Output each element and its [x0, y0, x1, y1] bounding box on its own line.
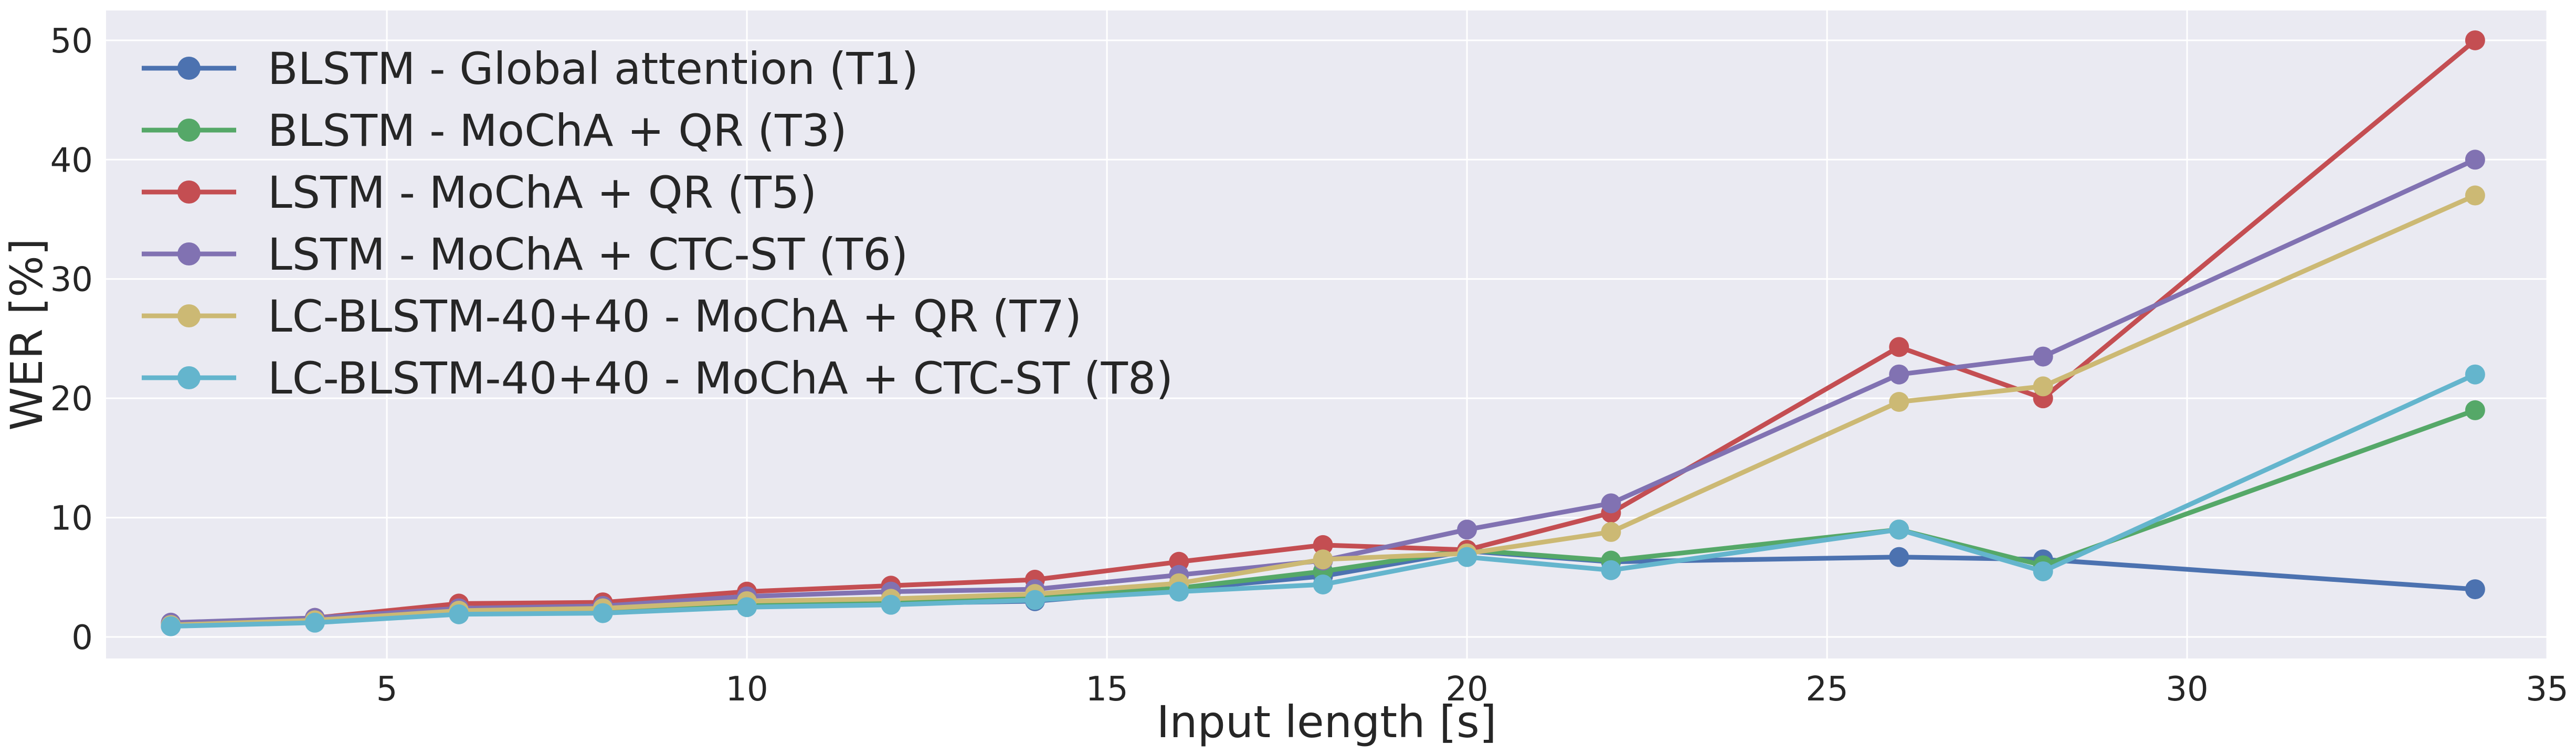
data-point — [1313, 549, 1333, 570]
data-point — [161, 616, 181, 636]
legend-item: LC-BLSTM-40+40 - MoChA + CTC-ST (T8) — [142, 353, 1173, 404]
x-tick-label: 5 — [376, 670, 398, 709]
legend-label: BLSTM - MoChA + QR (T3) — [268, 105, 847, 156]
data-point — [2033, 376, 2053, 397]
data-point — [2465, 30, 2485, 50]
legend-item: LC-BLSTM-40+40 - MoChA + QR (T7) — [142, 291, 1082, 342]
legend-label: LC-BLSTM-40+40 - MoChA + QR (T7) — [268, 291, 1082, 342]
legend-item: LSTM - MoChA + CTC-ST (T6) — [142, 229, 908, 280]
series-line — [171, 38, 2477, 626]
data-point — [1169, 581, 1189, 602]
data-point — [1601, 522, 1621, 542]
series-line — [171, 193, 2476, 628]
data-point — [1601, 493, 1621, 514]
x-tick-label: 30 — [2166, 670, 2208, 709]
data-point — [1889, 392, 1909, 412]
y-axis-label: WER [%] — [1, 238, 52, 431]
x-axis-label: Input length [s] — [1157, 696, 1497, 748]
y-tick-label: 0 — [71, 619, 93, 657]
series-line — [171, 157, 2476, 625]
legend-item: LSTM - MoChA + QR (T5) — [142, 167, 817, 218]
x-tick-label: 35 — [2526, 670, 2568, 709]
y-tick-label: 30 — [50, 261, 93, 300]
data-point — [2465, 150, 2485, 170]
legend-label: LSTM - MoChA + CTC-ST (T6) — [268, 229, 908, 280]
data-point — [304, 612, 325, 633]
x-tick-label: 10 — [725, 670, 768, 709]
data-point — [593, 603, 613, 623]
x-tick-label: 15 — [1085, 670, 1128, 709]
data-point — [2465, 579, 2485, 600]
data-point — [881, 594, 901, 615]
data-point — [1889, 337, 1909, 357]
data-point — [1889, 519, 1909, 540]
legend-marker — [177, 242, 200, 265]
data-point — [1313, 535, 1333, 555]
legend-label: LSTM - MoChA + QR (T5) — [268, 167, 817, 218]
y-tick-label: 40 — [50, 141, 93, 180]
y-tick-label: 10 — [50, 499, 93, 538]
data-point — [1025, 590, 1045, 610]
data-point — [1457, 519, 1477, 540]
grid-lines — [106, 10, 2548, 658]
y-tick-label: 20 — [50, 380, 93, 419]
legend-marker — [177, 366, 200, 389]
data-point — [2033, 561, 2053, 581]
data-point — [449, 604, 469, 624]
x-axis-ticks: 5 10 15 20 25 30 35 — [376, 670, 2569, 709]
data-point — [1889, 547, 1909, 567]
data-point — [2465, 364, 2485, 385]
legend-label: BLSTM - Global attention (T1) — [268, 43, 919, 94]
legend-item: BLSTM - Global attention (T1) — [142, 43, 919, 94]
y-tick-label: 50 — [50, 22, 93, 61]
legend: BLSTM - Global attention (T1) BLSTM - MoC… — [142, 43, 1173, 404]
data-point — [1889, 364, 1909, 385]
series-layer — [161, 30, 2485, 636]
series-6 — [161, 364, 2485, 636]
legend-marker — [177, 180, 200, 204]
legend-marker — [177, 119, 200, 142]
data-point — [2033, 346, 2053, 367]
series-line — [171, 372, 2476, 629]
data-point — [1601, 560, 1621, 580]
data-point — [1313, 574, 1333, 594]
x-tick-label: 25 — [1806, 670, 1848, 709]
legend-marker — [177, 304, 200, 327]
data-point — [2465, 400, 2485, 420]
y-axis-ticks: 0 10 20 30 40 50 — [50, 22, 93, 657]
legend-item: BLSTM - MoChA + QR (T3) — [142, 105, 847, 156]
data-point — [1457, 547, 1477, 567]
x-tick-label: 20 — [1445, 670, 1488, 709]
data-point — [2465, 185, 2485, 206]
data-point — [737, 597, 757, 618]
legend-label: LC-BLSTM-40+40 - MoChA + CTC-ST (T8) — [268, 353, 1173, 404]
legend-marker — [177, 57, 200, 80]
